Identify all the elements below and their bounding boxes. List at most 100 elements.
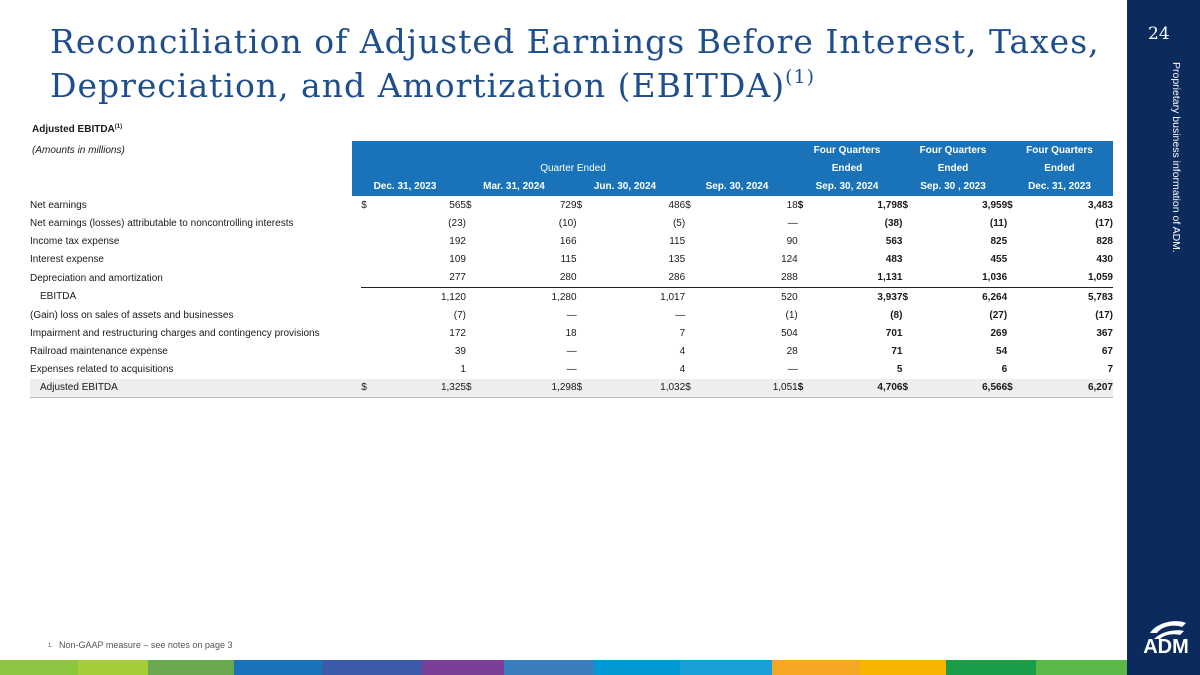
currency-symbol <box>361 287 375 306</box>
currency-symbol: $ <box>797 378 812 399</box>
value-cell: 115 <box>560 254 577 266</box>
value-cell: 269 <box>990 327 1008 339</box>
value-cell: 504 <box>781 327 798 339</box>
color-stripe <box>0 660 78 675</box>
value-cell: (1) <box>785 309 798 321</box>
table-row: Income tax expense 192 166 115 90 563 825 828 <box>30 232 1113 250</box>
currency-symbol <box>902 251 916 269</box>
currency-symbol <box>361 343 375 361</box>
value-cell: 1,059 <box>1021 268 1113 288</box>
currency-symbol <box>798 214 812 232</box>
row-label: Impairment and restructuring charges and… <box>30 327 320 339</box>
color-stripe <box>148 660 234 675</box>
value-cell: 520 <box>781 291 798 303</box>
currency-symbol: $ <box>797 199 804 211</box>
value-cell: 67 <box>1101 346 1113 358</box>
value-cell: 828 <box>1096 235 1113 247</box>
currency-symbol: $ <box>361 378 376 399</box>
footnote-number: 1. <box>48 643 54 649</box>
color-stripe <box>1036 660 1127 675</box>
value-cell: (38) <box>884 217 903 229</box>
value-cell: 18 <box>565 327 577 339</box>
currency-symbol <box>902 214 916 232</box>
value-cell: 6,264 <box>982 291 1008 303</box>
value-cell: 455 <box>990 254 1008 266</box>
currency-symbol <box>466 324 480 342</box>
row-label: Interest expense <box>30 254 104 266</box>
currency-symbol: $ <box>902 291 909 303</box>
currency-symbol <box>685 343 699 361</box>
footnote: 1. Non-GAAP measure – see notes on page 3 <box>48 640 232 650</box>
currency-symbol <box>685 232 699 250</box>
row-label: Depreciation and amortization <box>30 272 163 284</box>
table-row: Expenses related to acquisitions 1 — 4 — 5 6 7 <box>30 361 1113 379</box>
value-cell: 7 <box>1107 364 1113 376</box>
currency-symbol <box>798 324 812 342</box>
currency-symbol: $ <box>465 378 480 399</box>
currency-symbol <box>577 343 591 361</box>
value-cell: 3,483 <box>1087 199 1113 211</box>
currency-symbol <box>798 306 812 324</box>
value-cell: (17) <box>1095 217 1113 229</box>
table-header: Quarter Ended Four Quarters Four Quarter… <box>352 141 1113 196</box>
color-stripe <box>422 660 504 675</box>
currency-symbol <box>798 361 812 379</box>
table-row: Interest expense 109 115 135 124 483 455 430 <box>30 251 1113 269</box>
table-row: Net earnings $565 $729 $486 $18 $1,798 $3,959 $… <box>30 196 1113 214</box>
value-cell: 7 <box>679 327 686 339</box>
currency-symbol <box>577 306 591 324</box>
table-heading: Adjusted EBITDA(1) <box>32 124 122 135</box>
column-header: Dec. 31, 2023 <box>1028 181 1091 192</box>
column-header: Mar. 31, 2024 <box>483 181 545 192</box>
currency-symbol <box>361 361 375 379</box>
color-stripe <box>504 660 594 675</box>
title-line-1: Reconciliation of Adjusted Earnings Befo… <box>50 22 1100 61</box>
value-cell: 367 <box>1096 327 1113 339</box>
value-cell: 166 <box>559 235 577 247</box>
value-cell: 28 <box>786 346 798 358</box>
value-cell: 1,298 <box>479 378 577 399</box>
header-four-quarters-3: Four Quarters <box>1026 145 1093 156</box>
color-stripe <box>772 660 860 675</box>
value-cell: (10) <box>558 217 577 229</box>
currency-symbol <box>685 324 699 342</box>
currency-symbol: $ <box>685 199 691 211</box>
currency-symbol <box>1007 343 1021 361</box>
header-four-quarters-1: Four Quarters <box>813 145 881 156</box>
currency-symbol <box>465 268 480 288</box>
column-header: Jun. 30, 2024 <box>593 181 657 192</box>
currency-symbol <box>577 214 591 232</box>
header-ended-2: Ended <box>937 163 969 174</box>
currency-symbol <box>902 268 917 288</box>
color-stripe <box>322 660 422 675</box>
title-line-2: Depreciation, and Amortization (EBITDA) <box>50 66 786 105</box>
value-cell: 18 <box>786 199 798 211</box>
color-stripe <box>680 660 772 675</box>
currency-symbol <box>577 324 591 342</box>
value-cell: 1 <box>460 364 466 376</box>
currency-symbol: $ <box>1007 378 1021 399</box>
currency-symbol <box>685 214 699 232</box>
value-cell: 486 <box>668 199 686 211</box>
currency-symbol <box>797 268 812 288</box>
currency-symbol <box>902 343 916 361</box>
currency-symbol <box>577 232 591 250</box>
value-cell: 1,131 <box>811 268 903 288</box>
currency-symbol: $ <box>902 378 917 399</box>
currency-symbol: $ <box>902 199 909 211</box>
value-cell: (27) <box>989 309 1008 321</box>
footnote-text: Non-GAAP measure – see notes on page 3 <box>59 640 233 650</box>
currency-symbol <box>685 361 699 379</box>
currency-symbol <box>576 268 591 288</box>
value-cell: 1,325 <box>375 378 466 399</box>
currency-symbol: $ <box>576 199 583 211</box>
column-header: Dec. 31, 2023 <box>373 181 437 192</box>
value-cell: 3,959 <box>982 199 1008 211</box>
value-cell: 1,280 <box>551 291 577 303</box>
value-cell: 1,032 <box>590 378 686 399</box>
table-row: (Gain) loss on sales of assets and busin… <box>30 306 1113 324</box>
value-cell: 563 <box>885 235 903 247</box>
currency-symbol <box>1007 214 1021 232</box>
currency-symbol <box>685 251 699 269</box>
